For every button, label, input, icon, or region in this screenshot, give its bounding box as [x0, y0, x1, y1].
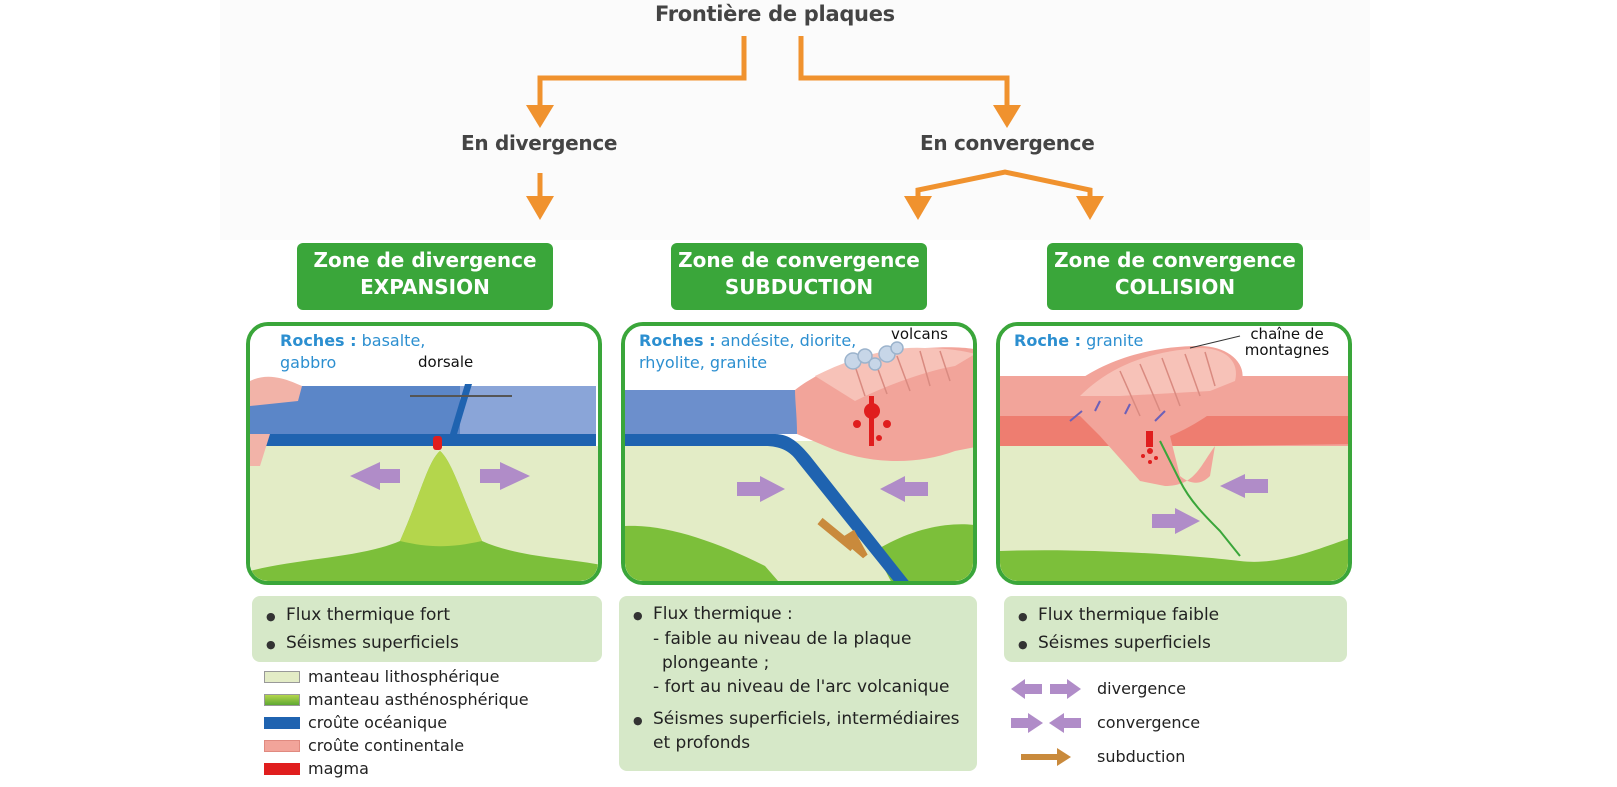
page-title: Frontière de plaques: [655, 2, 895, 26]
info-line: Flux thermique faible: [1004, 601, 1347, 631]
legend-item-manteau-lithospherique: manteau lithosphérique: [260, 665, 590, 688]
panel-expansion: Roches : basalte, gabbro dorsale: [246, 322, 602, 585]
zone-header-line1: Zone de divergence: [313, 248, 537, 272]
legend-swatch: [264, 671, 300, 683]
rocks-label: Roches :: [639, 331, 716, 350]
divergence-arrows-icon: [1011, 679, 1081, 699]
info-subduction: Flux thermique : - faible au niveau de l…: [619, 596, 977, 771]
legend-item-convergence: convergence: [1005, 706, 1305, 740]
zone-header-expansion: Zone de divergence EXPANSION: [297, 243, 553, 310]
legend-label: croûte continentale: [308, 736, 465, 755]
rocks-label: Roches :: [280, 331, 357, 350]
header-background: [220, 0, 1370, 240]
info-line: Séismes superficiels: [1004, 629, 1347, 659]
legend-swatch: [264, 694, 300, 706]
branch-convergence: En convergence: [920, 131, 1095, 155]
legend-label: magma: [308, 759, 369, 778]
legend-item-croute-oceanique: croûte océanique: [260, 711, 590, 734]
annotation-dorsale: dorsale: [418, 353, 474, 371]
subduction-arrow-icon: [1021, 748, 1071, 766]
expansion-illustration: [250, 326, 598, 581]
convergence-arrows-icon: [1011, 713, 1081, 733]
rocks-label: Roche :: [1014, 331, 1082, 350]
info-collision: Flux thermique faible Séismes superficie…: [1004, 596, 1347, 662]
zone-header-line2: EXPANSION: [360, 275, 490, 299]
zone-header-subduction: Zone de convergence SUBDUCTION: [671, 243, 927, 310]
zone-header-line1: Zone de convergence: [1054, 248, 1296, 272]
legend-swatch: [264, 740, 300, 752]
info-expansion: Flux thermique fort Séismes superficiels: [252, 596, 602, 662]
rocks-value: basalte, gabbro: [280, 331, 426, 372]
legend-label: manteau lithosphérique: [308, 667, 500, 686]
legend-item-manteau-asthenospherique: manteau asthénosphérique: [260, 688, 590, 711]
annotation-volcans: volcans: [891, 325, 948, 343]
legend-item-divergence: divergence: [1005, 672, 1305, 706]
zone-header-line1: Zone de convergence: [678, 248, 920, 272]
annotation-chaine-de-montagnes: chaîne de montagnes: [1244, 325, 1330, 359]
info-line: Séismes superficiels: [252, 629, 602, 659]
rocks-text: Roche : granite: [1014, 330, 1194, 352]
panel-subduction: Roches : andésite, diorite, rhyolite, gr…: [621, 322, 977, 585]
layers-legend: manteau lithosphérique manteau asthénosp…: [260, 665, 590, 780]
legend-label: convergence: [1097, 713, 1201, 732]
arrows-legend: divergence convergence subduction: [1005, 672, 1305, 774]
panel-collision: Roche : granite chaîne de montagnes: [996, 322, 1352, 585]
info-subline: plongeante ;: [662, 653, 770, 673]
info-line: Flux thermique fort: [252, 601, 602, 631]
legend-swatch: [264, 763, 300, 775]
legend-item-croute-continentale: croûte continentale: [260, 734, 590, 757]
rocks-text: Roches : basalte, gabbro: [280, 330, 450, 374]
subduction-illustration: [625, 326, 973, 581]
legend-item-magma: magma: [260, 757, 590, 780]
legend-label: manteau asthénosphérique: [308, 690, 529, 709]
zone-header-line2: COLLISION: [1114, 275, 1236, 299]
rocks-value: andésite, diorite, rhyolite, granite: [639, 331, 857, 372]
info-line: Flux thermique :: [619, 601, 977, 629]
zone-header-collision: Zone de convergence COLLISION: [1047, 243, 1303, 310]
collision-illustration: [1000, 326, 1348, 581]
rocks-text: Roches : andésite, diorite, rhyolite, gr…: [639, 330, 869, 374]
legend-item-subduction: subduction: [1005, 740, 1305, 774]
branch-divergence: En divergence: [461, 131, 618, 155]
legend-label: divergence: [1097, 679, 1186, 698]
info-subline: - faible au niveau de la plaque: [653, 629, 912, 649]
zone-header-line2: SUBDUCTION: [724, 275, 874, 299]
legend-label: croûte océanique: [308, 713, 448, 732]
info-line: Séismes superficiels, intermédiaires et …: [619, 707, 977, 755]
legend-swatch: [264, 717, 300, 729]
hierarchy-arrows: [526, 36, 1104, 220]
rocks-value: granite: [1086, 331, 1144, 350]
info-subline: - fort au niveau de l'arc volcanique: [653, 677, 950, 697]
legend-label: subduction: [1097, 747, 1186, 766]
